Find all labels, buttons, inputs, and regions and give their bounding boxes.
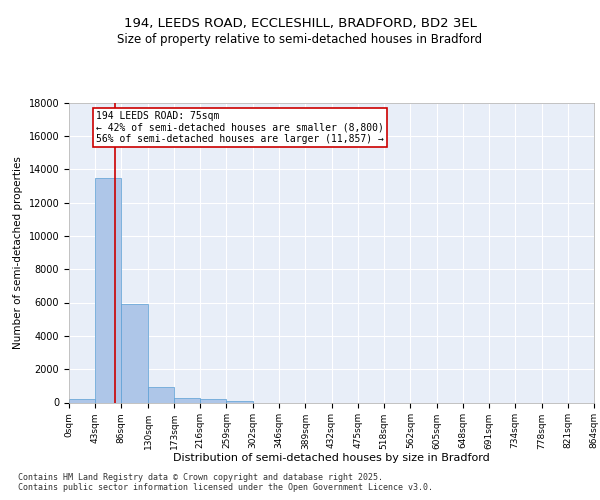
Text: Contains HM Land Registry data © Crown copyright and database right 2025.
Contai: Contains HM Land Registry data © Crown c… bbox=[18, 472, 433, 492]
Bar bbox=[200, 398, 226, 402]
Text: 194 LEEDS ROAD: 75sqm
← 42% of semi-detached houses are smaller (8,800)
56% of s: 194 LEEDS ROAD: 75sqm ← 42% of semi-deta… bbox=[97, 111, 384, 144]
X-axis label: Distribution of semi-detached houses by size in Bradford: Distribution of semi-detached houses by … bbox=[173, 453, 490, 463]
Bar bbox=[174, 398, 200, 402]
Text: 194, LEEDS ROAD, ECCLESHILL, BRADFORD, BD2 3EL: 194, LEEDS ROAD, ECCLESHILL, BRADFORD, B… bbox=[124, 18, 476, 30]
Bar bbox=[121, 304, 148, 402]
Bar bbox=[69, 399, 95, 402]
Bar bbox=[95, 178, 121, 402]
Text: Size of property relative to semi-detached houses in Bradford: Size of property relative to semi-detach… bbox=[118, 32, 482, 46]
Bar bbox=[226, 401, 253, 402]
Bar bbox=[148, 386, 174, 402]
Y-axis label: Number of semi-detached properties: Number of semi-detached properties bbox=[13, 156, 23, 349]
